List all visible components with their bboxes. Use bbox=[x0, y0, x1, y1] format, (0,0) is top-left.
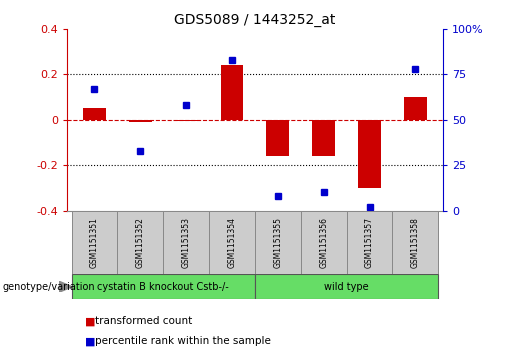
Bar bbox=[312, 120, 335, 156]
Text: genotype/variation: genotype/variation bbox=[3, 282, 95, 292]
Text: GSM1151357: GSM1151357 bbox=[365, 217, 374, 268]
Text: GSM1151351: GSM1151351 bbox=[90, 217, 99, 268]
Text: GSM1151358: GSM1151358 bbox=[411, 217, 420, 268]
Bar bbox=[129, 120, 152, 122]
Text: GSM1151353: GSM1151353 bbox=[182, 217, 191, 268]
Bar bbox=[255, 274, 438, 299]
Title: GDS5089 / 1443252_at: GDS5089 / 1443252_at bbox=[174, 13, 336, 26]
Text: cystatin B knockout Cstb-/-: cystatin B knockout Cstb-/- bbox=[97, 282, 229, 292]
Bar bbox=[301, 211, 347, 274]
Bar bbox=[358, 120, 381, 188]
Polygon shape bbox=[59, 281, 72, 292]
Bar bbox=[163, 211, 209, 274]
Text: transformed count: transformed count bbox=[95, 316, 193, 326]
Text: GSM1151355: GSM1151355 bbox=[273, 217, 282, 268]
Bar bbox=[266, 120, 289, 156]
Text: wild type: wild type bbox=[324, 282, 369, 292]
Text: ■: ■ bbox=[85, 336, 95, 346]
Text: GSM1151354: GSM1151354 bbox=[228, 217, 236, 268]
Text: GSM1151356: GSM1151356 bbox=[319, 217, 328, 268]
Bar bbox=[404, 97, 427, 120]
Bar bbox=[83, 109, 106, 120]
Bar bbox=[72, 274, 255, 299]
Text: ■: ■ bbox=[85, 316, 95, 326]
Bar bbox=[175, 120, 198, 121]
Bar bbox=[255, 211, 301, 274]
Bar bbox=[72, 211, 117, 274]
Bar bbox=[209, 211, 255, 274]
Bar bbox=[347, 211, 392, 274]
Bar bbox=[117, 211, 163, 274]
Bar bbox=[392, 211, 438, 274]
Text: percentile rank within the sample: percentile rank within the sample bbox=[95, 336, 271, 346]
Bar bbox=[220, 65, 244, 120]
Text: GSM1151352: GSM1151352 bbox=[136, 217, 145, 268]
